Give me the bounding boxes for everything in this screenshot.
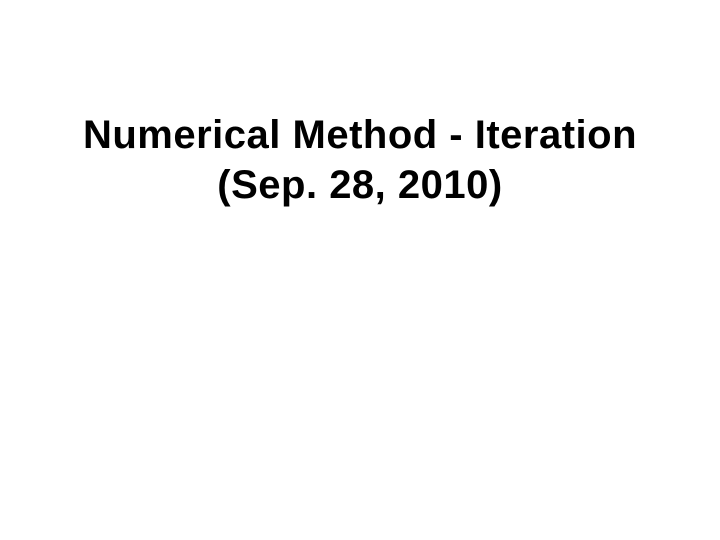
title-line-1: Numerical Method - Iteration (0, 110, 720, 160)
title-block: Numerical Method - Iteration (Sep. 28, 2… (0, 110, 720, 210)
slide: Numerical Method - Iteration (Sep. 28, 2… (0, 0, 720, 540)
title-line-2: (Sep. 28, 2010) (0, 160, 720, 210)
